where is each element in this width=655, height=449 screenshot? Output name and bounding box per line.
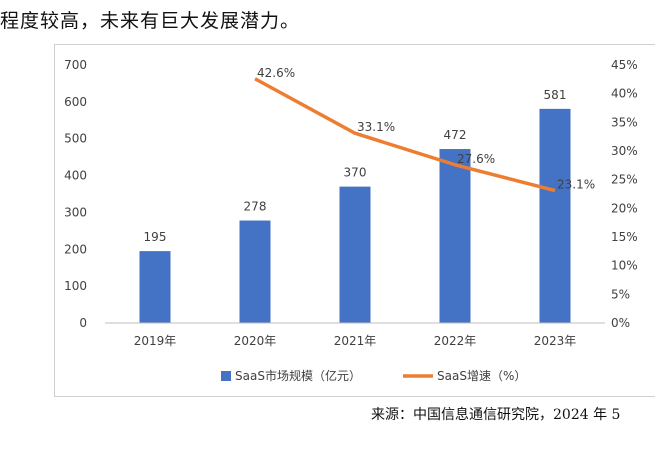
- intro-text: 程度较高，未来有巨大发展潜力。: [0, 10, 301, 32]
- legend-line-label: SaaS增速（%）: [437, 369, 526, 383]
- x-axis-tick-label: 2019年: [134, 334, 177, 348]
- bar: [339, 186, 371, 323]
- right-axis-tick-label: 25%: [611, 173, 638, 187]
- left-axis-tick-label: 200: [64, 242, 87, 256]
- bar: [139, 251, 171, 323]
- right-axis-tick-label: 30%: [611, 144, 638, 158]
- right-axis-tick-label: 5%: [611, 287, 630, 301]
- right-axis-tick-label: 35%: [611, 115, 638, 129]
- legend-bar-label: SaaS市场规模（亿元）: [235, 368, 361, 383]
- right-axis-tick-label: 15%: [611, 230, 638, 244]
- left-axis-tick-label: 0: [79, 316, 87, 330]
- left-axis-tick-label: 700: [64, 58, 87, 72]
- right-axis-tick-label: 20%: [611, 201, 638, 215]
- x-axis-tick-label: 2023年: [534, 334, 577, 348]
- line-data-label: 42.6%: [257, 66, 295, 80]
- bar: [539, 108, 571, 323]
- line-data-label: 33.1%: [357, 120, 395, 134]
- left-axis-tick-label: 100: [64, 279, 87, 293]
- bar-data-label: 581: [544, 88, 567, 102]
- line-data-label: 23.1%: [557, 178, 595, 192]
- source-note: 来源：中国信息通信研究院，2024 年 5: [371, 407, 621, 423]
- x-axis-tick-label: 2022年: [434, 334, 477, 348]
- legend-bar-swatch: [221, 371, 231, 381]
- bar-data-label: 195: [144, 230, 167, 244]
- left-axis-tick-label: 300: [64, 205, 87, 219]
- bar-data-label: 278: [244, 200, 267, 214]
- bar: [239, 220, 271, 323]
- combo-chart: 0 100 200 300 400 500 600 700 0% 5% 10% 15% 20% 25% 3…: [64, 58, 638, 383]
- chart-frame: 0 100 200 300 400 500 600 700 0% 5% 10% 15% 20% 25% 3…: [54, 44, 655, 397]
- x-axis-tick-label: 2020年: [234, 334, 277, 348]
- left-axis-tick-label: 600: [64, 95, 87, 109]
- right-axis-tick-label: 40%: [611, 87, 638, 101]
- bar-data-label: 370: [344, 166, 367, 180]
- left-axis-tick-label: 400: [64, 169, 87, 183]
- bar: [439, 149, 471, 323]
- left-axis-tick-label: 500: [64, 132, 87, 146]
- right-axis-tick-label: 45%: [611, 58, 638, 72]
- right-axis-tick-label: 0%: [611, 316, 630, 330]
- line-data-label: 27.6%: [457, 152, 495, 166]
- right-axis-tick-label: 10%: [611, 259, 638, 273]
- growth-rate-line: [254, 77, 556, 193]
- x-axis-tick-label: 2021年: [334, 334, 377, 348]
- bar-data-label: 472: [444, 128, 467, 142]
